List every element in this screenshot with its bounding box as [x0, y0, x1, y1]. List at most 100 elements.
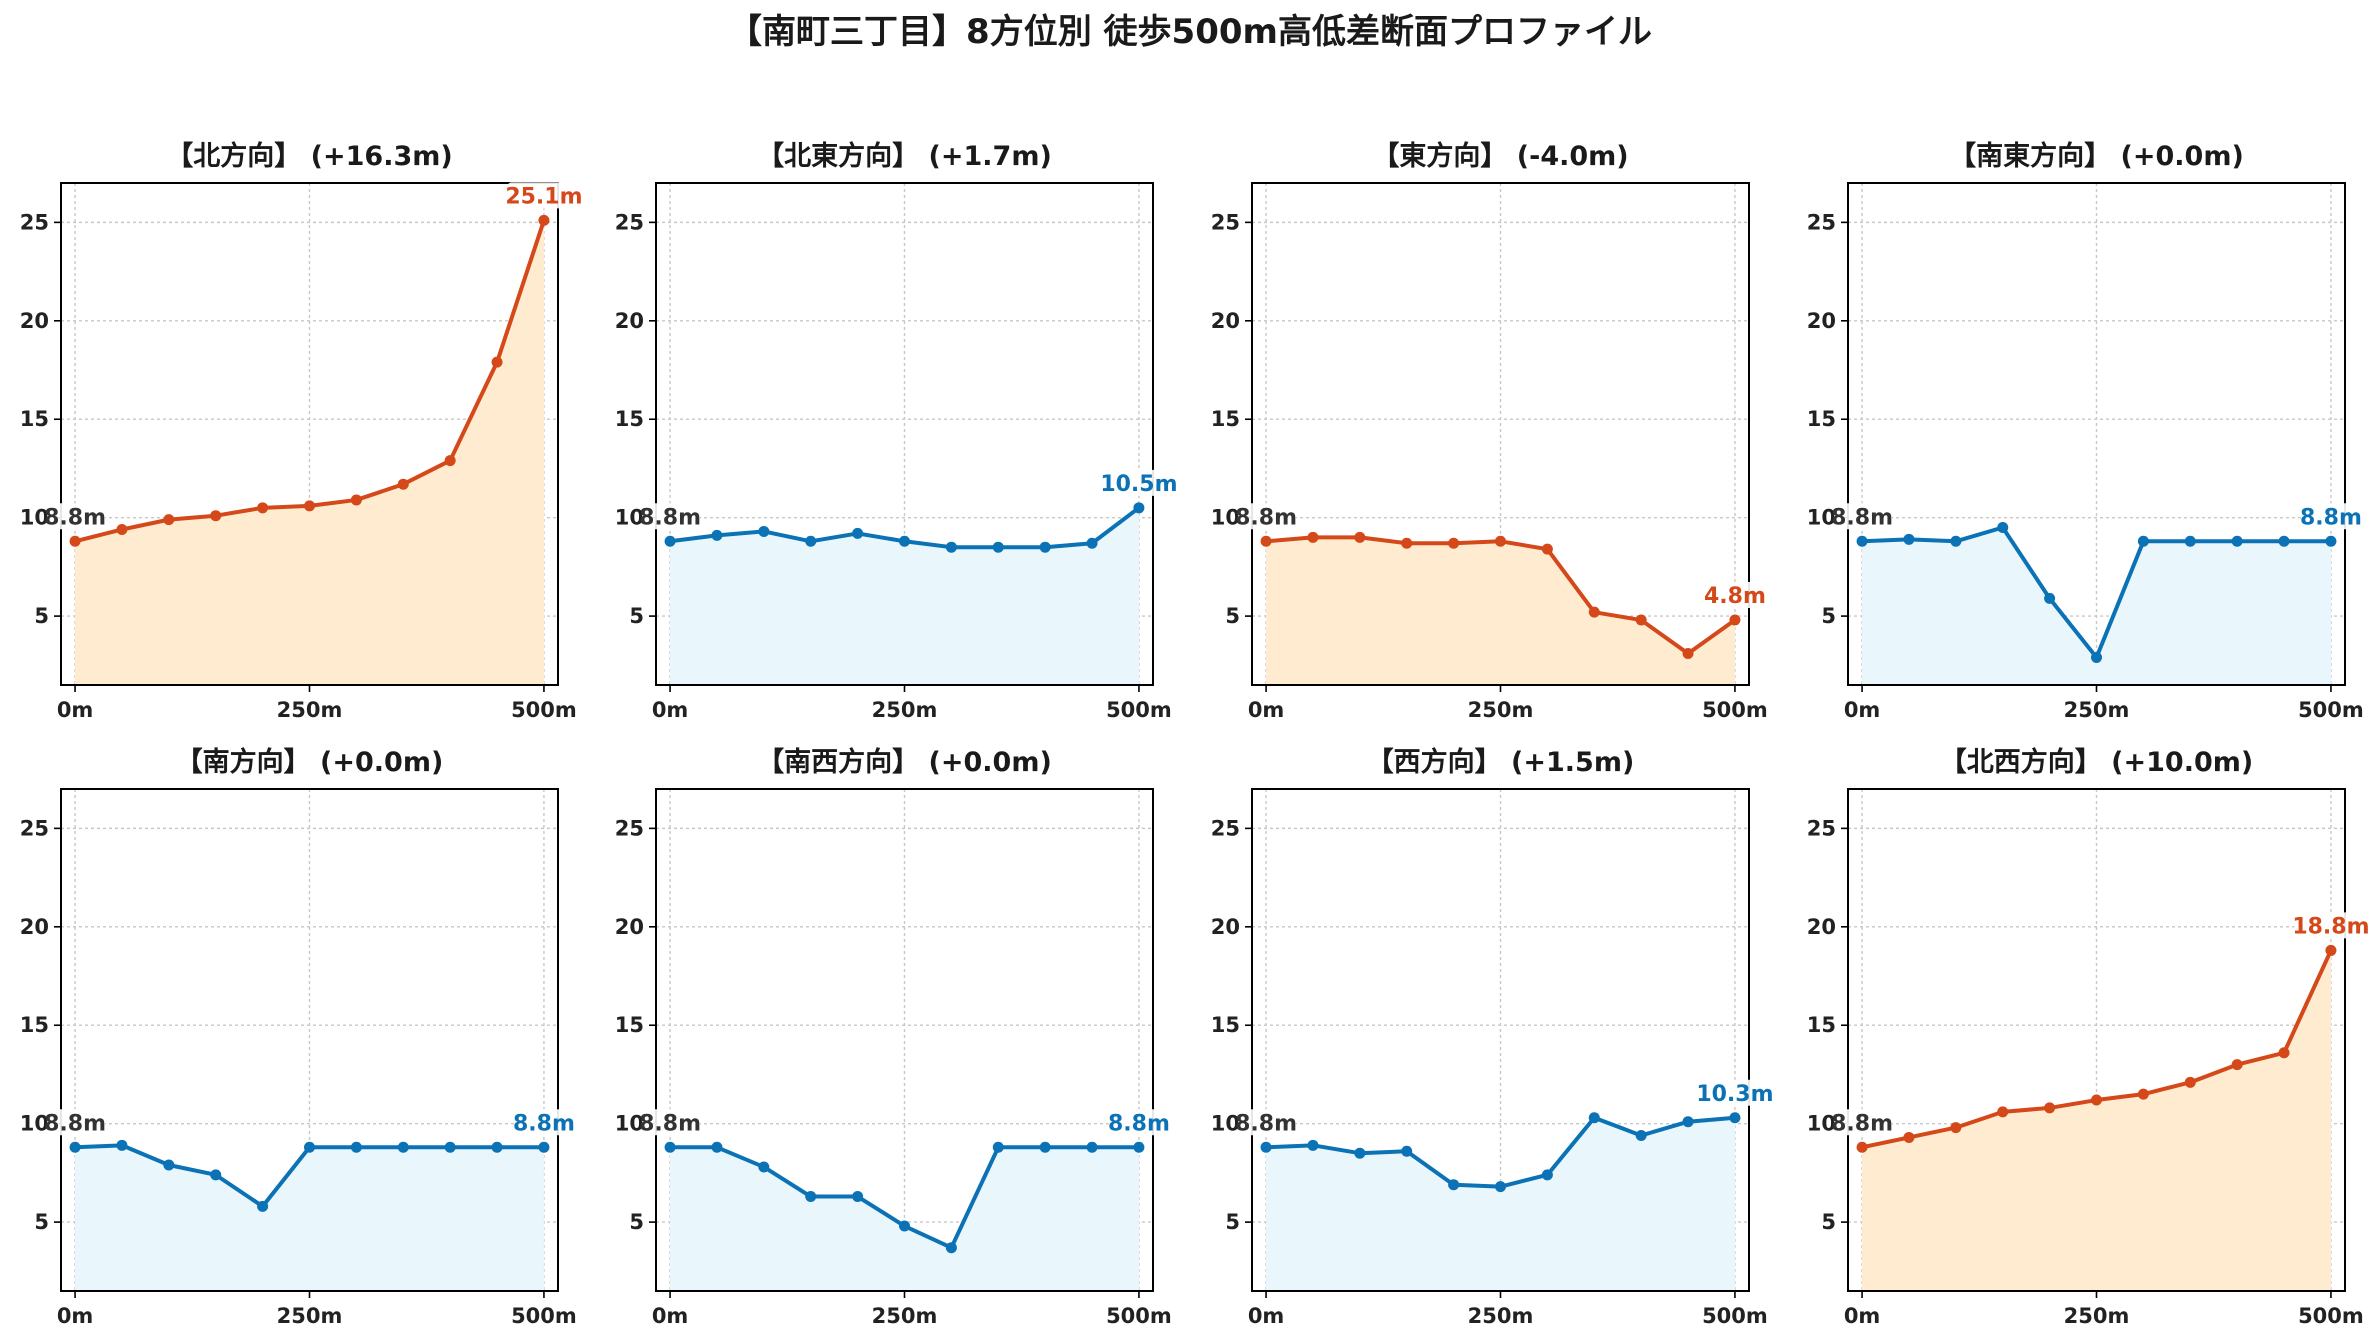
profile-point: [852, 527, 864, 539]
profile-point: [1260, 1141, 1272, 1153]
x-tick-label: 0m: [652, 1304, 689, 1328]
y-tick-label: 25: [1211, 210, 1240, 234]
profile-point: [1448, 537, 1460, 549]
profile-point: [397, 478, 409, 490]
profile-panel: 【西方向】 (+1.5m) 0m 250m 500m 5 10 15 20 25 8.8m 10.3…: [1211, 746, 1774, 1328]
profile-point: [350, 1141, 362, 1153]
y-tick-label: 20: [615, 309, 644, 333]
profile-point: [899, 1220, 910, 1232]
profile-point: [2091, 1094, 2102, 1106]
profile-point: [1133, 1141, 1145, 1153]
profile-point: [664, 1141, 676, 1153]
profile-point: [711, 529, 723, 541]
profile-point: [304, 500, 315, 512]
y-tick-label: 10: [615, 1112, 644, 1136]
x-tick-label: 0m: [1248, 698, 1285, 722]
profile-point: [852, 1191, 864, 1203]
profile-point: [2137, 535, 2149, 547]
profile-point: [2044, 1102, 2056, 1114]
y-tick-label: 10: [1807, 1112, 1836, 1136]
profile-point: [1729, 614, 1741, 626]
panel-title: 【北西方向】 (+10.0m): [1940, 746, 2253, 778]
y-tick-label: 25: [615, 816, 644, 840]
profile-point: [1133, 502, 1145, 514]
profile-point: [664, 535, 676, 547]
profile-point: [2278, 535, 2290, 547]
profile-area-fill: [75, 1145, 544, 1291]
y-tick-label: 5: [1821, 1210, 1836, 1234]
start-label-box: [642, 1109, 701, 1136]
profile-point: [1856, 535, 1868, 547]
end-elevation-label: 18.8m: [2292, 914, 2369, 939]
end-elevation-label: 4.8m: [1704, 584, 1766, 609]
profile-point: [1997, 522, 2009, 534]
y-tick-label: 10: [615, 506, 644, 530]
end-elevation-label: 25.1m: [505, 184, 582, 209]
profile-point: [1541, 1169, 1553, 1181]
y-tick-label: 25: [1211, 816, 1240, 840]
y-tick-label: 5: [1225, 1210, 1240, 1234]
start-elevation-label: 8.8m: [44, 505, 106, 530]
y-tick-label: 15: [20, 407, 49, 431]
profile-panels: 【北方向】 (+16.3m)0m 250m 500m5101520258.8m25.…: [20, 140, 2370, 1328]
profile-area-fill: [1862, 527, 2331, 685]
profile-point: [538, 1141, 550, 1153]
profile-point: [304, 1141, 315, 1153]
profile-point: [805, 535, 817, 547]
profile-point: [1635, 614, 1647, 626]
start-elevation-label: 8.8m: [639, 1111, 701, 1136]
x-tick-label: 0m: [652, 698, 689, 722]
start-elevation-label: 8.8m: [1235, 1111, 1297, 1136]
end-label-box: [1704, 582, 1765, 609]
panel-title: 【南西方向】 (+0.0m): [757, 746, 1052, 778]
profile-point: [444, 1141, 456, 1153]
profile-panel: 【南東方向】 (+0.0m) 0m 250m 500m 5 10 15 20 25 8.8m 8.8…: [1807, 140, 2364, 722]
profile-point: [163, 514, 175, 526]
profile-point: [257, 1200, 269, 1212]
profile-point: [1588, 1112, 1600, 1124]
profile-point: [1260, 535, 1272, 547]
end-label-box: [1108, 1109, 1169, 1136]
profile-point: [1039, 541, 1051, 553]
profile-point: [1401, 537, 1413, 549]
x-tick-label: 500m: [2298, 1304, 2364, 1328]
panel-title: 【南方向】 (+0.0m): [176, 746, 444, 778]
profile-point: [945, 541, 957, 553]
x-tick-label: 500m: [1106, 698, 1172, 722]
profile-point: [491, 356, 503, 368]
y-tick-label: 10: [1211, 506, 1240, 530]
profile-point: [1950, 535, 1962, 547]
panel-title: 【東方向】 (-4.0m): [1372, 140, 1628, 172]
y-tick-label: 15: [615, 1013, 644, 1037]
start-elevation-label: 8.8m: [1831, 1111, 1893, 1136]
y-tick-label: 15: [1807, 1013, 1836, 1037]
y-tick-label: 15: [1807, 407, 1836, 431]
panel-title: 【西方向】 (+1.5m): [1367, 746, 1635, 778]
profile-point: [1495, 1181, 1506, 1193]
profile-point: [2044, 592, 2056, 604]
start-elevation-label: 8.8m: [44, 1111, 106, 1136]
y-tick-label: 20: [615, 915, 644, 939]
y-tick-label: 15: [20, 1013, 49, 1037]
profile-area-fill: [1266, 1117, 1735, 1291]
start-elevation-label: 8.8m: [1235, 505, 1297, 530]
profile-point: [210, 510, 222, 522]
profile-area-fill: [1266, 537, 1735, 685]
profile-point: [2325, 535, 2337, 547]
x-tick-label: 250m: [2064, 1304, 2130, 1328]
profile-point: [992, 541, 1004, 553]
y-tick-label: 25: [20, 210, 49, 234]
profile-point: [1086, 537, 1098, 549]
y-tick-label: 20: [1807, 309, 1836, 333]
profile-point: [350, 494, 362, 506]
start-label-box: [1238, 503, 1297, 530]
y-tick-label: 15: [1211, 407, 1240, 431]
profile-point: [1307, 531, 1319, 543]
profile-point: [2184, 535, 2196, 547]
y-tick-label: 5: [629, 1210, 644, 1234]
panel-title: 【北東方向】 (+1.7m): [757, 140, 1052, 172]
profile-point: [69, 535, 81, 547]
profile-point: [1903, 533, 1915, 545]
end-label-box: [513, 1109, 574, 1136]
y-tick-label: 5: [1821, 604, 1836, 628]
